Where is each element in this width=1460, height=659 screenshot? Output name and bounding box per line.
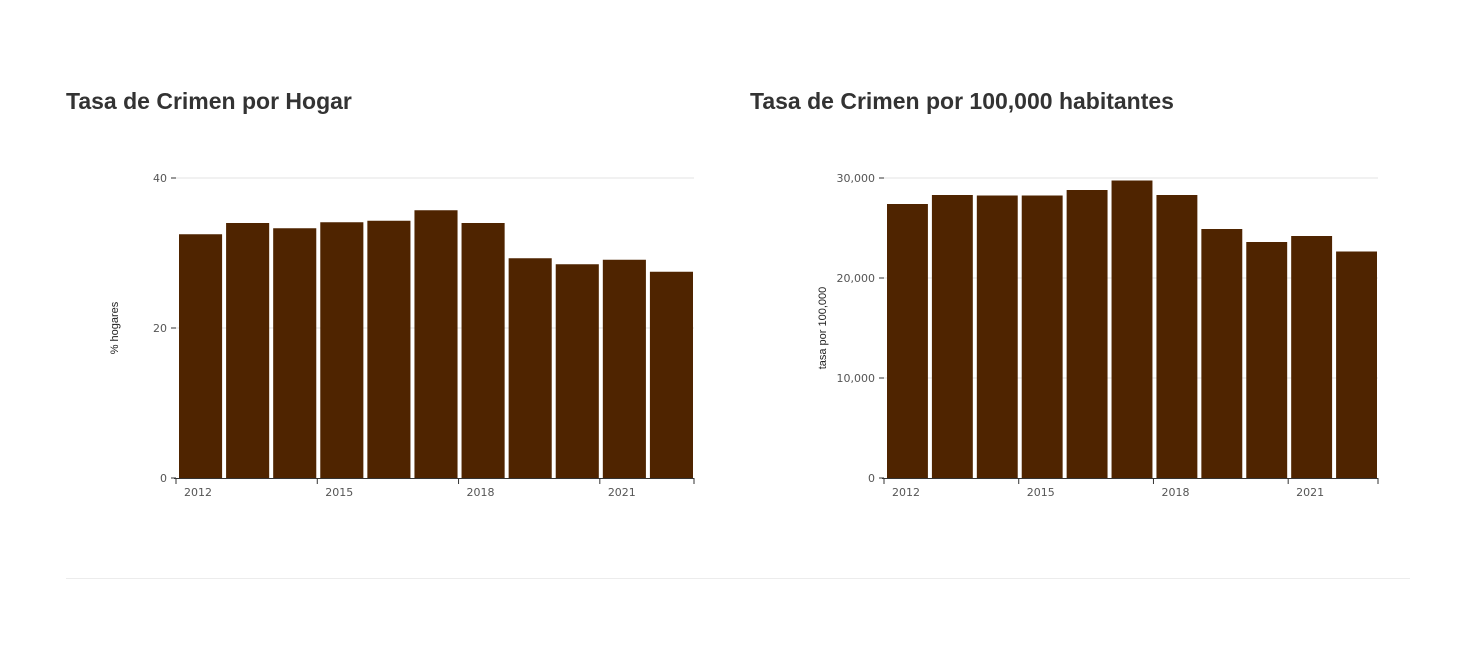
x-tick-label: 2018	[467, 486, 495, 499]
bar	[1291, 236, 1333, 478]
y-tick-label: 30,000	[837, 172, 876, 185]
bar	[1246, 242, 1288, 478]
bar	[414, 210, 458, 478]
bar-chart-hogar: 0 20 40 2012 2015 2018 2021 % hogares	[109, 172, 695, 499]
x-tick-label: 2018	[1161, 486, 1189, 499]
bar	[602, 259, 646, 478]
bar	[887, 204, 928, 478]
bar	[976, 195, 1018, 478]
bar	[367, 220, 411, 478]
bar	[320, 222, 364, 478]
bar	[226, 223, 270, 478]
y-axis-title: tasa por 100,000	[817, 287, 829, 370]
x-tick-label: 2012	[184, 486, 212, 499]
bar	[179, 234, 223, 478]
y-tick-label: 0	[160, 472, 167, 485]
x-tick-label: 2021	[1296, 486, 1324, 499]
y-tick-label: 0	[868, 472, 875, 485]
x-tick-label: 2015	[325, 486, 353, 499]
chart-title: Tasa de Crimen por Hogar	[66, 88, 352, 114]
bar	[461, 223, 505, 478]
y-tick-label: 40	[153, 172, 167, 185]
bar	[649, 271, 693, 478]
bar	[1111, 180, 1153, 478]
y-tick-label: 10,000	[837, 372, 876, 385]
y-tick-label: 20,000	[837, 272, 876, 285]
y-axis-title: % hogares	[109, 301, 121, 354]
bar	[1156, 195, 1198, 478]
bar	[273, 228, 317, 478]
section-divider	[66, 578, 1410, 579]
bar	[555, 264, 599, 478]
bar	[508, 258, 552, 478]
y-tick-label: 20	[153, 322, 167, 335]
chart-panel-habitantes: Tasa de Crimen por 100,000 habitantes 0 1…	[750, 84, 1390, 499]
bar	[1021, 195, 1063, 478]
bar	[1336, 251, 1377, 478]
x-tick-label: 2021	[608, 486, 636, 499]
x-tick-label: 2015	[1027, 486, 1055, 499]
bar	[1201, 229, 1243, 478]
bar-chart-habitantes: 0 10,000 20,000 30,000 2012 2015 2018 2021 tasa …	[817, 172, 1379, 499]
bar	[1066, 190, 1108, 478]
bar	[931, 195, 973, 478]
chart-title: Tasa de Crimen por 100,000 habitantes	[750, 88, 1174, 114]
chart-panel-hogar: Tasa de Crimen por Hogar 0 20 40 2012 2015 20…	[66, 84, 706, 499]
x-tick-label: 2012	[892, 486, 920, 499]
